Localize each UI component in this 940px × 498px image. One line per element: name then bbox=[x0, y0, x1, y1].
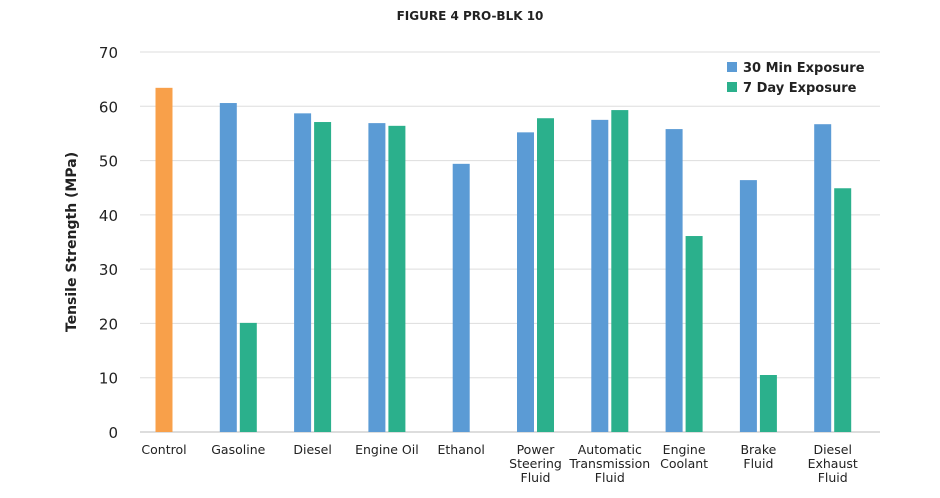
legend-label: 7 Day Exposure bbox=[743, 81, 857, 96]
legend-label: 30 Min Exposure bbox=[743, 61, 865, 76]
bar-series-0 bbox=[665, 129, 683, 433]
x-tick-label: Automatic bbox=[578, 442, 642, 457]
bar-series-0 bbox=[591, 119, 609, 432]
x-tick-label: Engine bbox=[663, 442, 706, 457]
x-tick-label: Fluid bbox=[595, 470, 625, 485]
y-axis-label: Tensile Strength (MPa) bbox=[64, 152, 80, 332]
y-tick-label: 20 bbox=[99, 315, 118, 333]
bar-series-1 bbox=[388, 125, 406, 432]
x-tick-label: Diesel bbox=[293, 442, 331, 457]
bar-series-0 bbox=[739, 180, 757, 432]
bar-series-1 bbox=[537, 118, 554, 432]
bar-series-0 bbox=[368, 123, 386, 432]
bar-series-1 bbox=[611, 110, 629, 432]
bar-series-1 bbox=[834, 188, 852, 432]
y-tick-label: 60 bbox=[99, 98, 118, 116]
x-tick-label: Gasoline bbox=[211, 442, 265, 457]
x-tick-label: Fluid bbox=[743, 456, 773, 471]
y-tick-label: 0 bbox=[108, 424, 118, 442]
x-tick-label: Exhaust bbox=[808, 456, 858, 471]
bar-series-0 bbox=[219, 103, 237, 433]
y-tick-label: 10 bbox=[99, 370, 118, 388]
bar-control bbox=[155, 87, 173, 432]
bar-series-1 bbox=[759, 375, 777, 432]
bar-series-1 bbox=[685, 236, 703, 432]
y-tick-label: 50 bbox=[99, 153, 118, 171]
bar-series-0 bbox=[452, 163, 470, 433]
x-tick-label: Power bbox=[517, 442, 556, 457]
x-tick-label: Fluid bbox=[521, 470, 551, 485]
x-tick-label: Engine Oil bbox=[355, 442, 419, 457]
x-tick-label: Brake bbox=[740, 442, 776, 457]
x-tick-label: Control bbox=[141, 442, 186, 457]
x-tick-label: Ethanol bbox=[437, 442, 484, 457]
legend-swatch bbox=[727, 82, 737, 92]
bar-series-0 bbox=[294, 113, 312, 432]
y-tick-label: 70 bbox=[99, 44, 118, 62]
y-tick-label: 30 bbox=[99, 261, 118, 279]
chart-title: FIGURE 4 PRO-BLK 10 bbox=[397, 9, 544, 23]
bar-series-0 bbox=[814, 124, 832, 432]
bar-series-1 bbox=[239, 322, 257, 432]
x-tick-label: Transmission bbox=[568, 456, 650, 471]
y-tick-label: 40 bbox=[99, 207, 118, 225]
x-tick-label: Steering bbox=[509, 456, 562, 471]
bar-series-1 bbox=[314, 122, 332, 433]
x-tick-label: Diesel bbox=[813, 442, 851, 457]
x-tick-label: Coolant bbox=[660, 456, 708, 471]
bar-series-0 bbox=[517, 132, 534, 433]
x-tick-label: Fluid bbox=[818, 470, 848, 485]
legend-swatch bbox=[727, 62, 737, 72]
